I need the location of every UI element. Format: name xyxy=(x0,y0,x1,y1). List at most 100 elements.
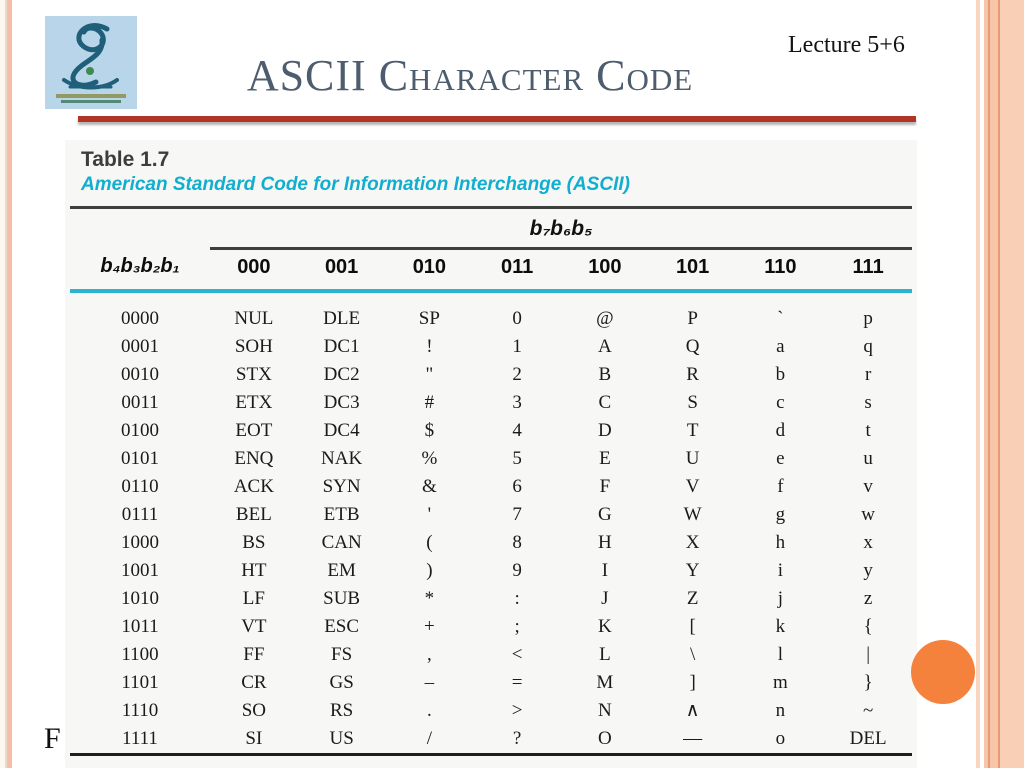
ascii-cell: DEL xyxy=(849,728,887,749)
row-bits: 1110 xyxy=(121,700,159,721)
ascii-cell: ESC xyxy=(324,616,360,637)
ascii-cell: I xyxy=(601,560,609,581)
ascii-cell: X xyxy=(685,532,700,553)
row-bits: 1100 xyxy=(121,644,159,665)
ascii-cell: k xyxy=(775,616,786,637)
row-bits: 1000 xyxy=(121,532,159,553)
figure-subtitle: American Standard Code for Information I… xyxy=(81,174,630,195)
ascii-cell: + xyxy=(424,616,435,637)
ascii-cell: M xyxy=(596,672,614,693)
ascii-cell: P xyxy=(687,308,698,329)
ascii-cell: Y xyxy=(685,560,700,581)
ascii-cell: VT xyxy=(241,616,267,637)
ascii-cell: * xyxy=(424,588,435,609)
ascii-cell: 6 xyxy=(512,476,522,497)
column-header: 101 xyxy=(648,248,737,293)
ascii-cell: < xyxy=(511,644,523,665)
ascii-cell: ETB xyxy=(323,504,360,525)
ascii-cell: 7 xyxy=(512,504,522,525)
ascii-cell: SO xyxy=(241,700,267,721)
ascii-cell: S xyxy=(687,392,698,413)
table-row: 0000 NUL DLE SP 0 @ P ` p xyxy=(70,291,912,333)
figure-caption: Table 1.7 xyxy=(81,148,170,171)
ascii-cell: 8 xyxy=(512,532,522,553)
table-row: 1111 SI US /? O — o DEL xyxy=(70,725,912,755)
ascii-cell: J xyxy=(601,588,609,609)
group-header-row: b₇b₆b₅ xyxy=(70,207,912,250)
ascii-cell: STX xyxy=(235,364,272,385)
ascii-cell: > xyxy=(511,700,523,721)
ascii-cell: ACK xyxy=(233,476,274,497)
ascii-cell: SP xyxy=(418,308,440,329)
ascii-cell: ? xyxy=(512,728,522,749)
row-bits: 0001 xyxy=(121,336,159,357)
ascii-cell: A xyxy=(598,336,612,357)
ascii-cell: HT xyxy=(241,560,267,581)
row-bits: 1001 xyxy=(121,560,159,581)
ascii-cell: | xyxy=(866,644,871,665)
left-edge-stripes xyxy=(0,0,15,768)
ascii-cell: US xyxy=(329,728,354,749)
table-row: 1110 SO RS. > N ∧ n ~ xyxy=(70,697,912,725)
title-divider-rule xyxy=(78,116,916,122)
orange-circle-decoration xyxy=(911,640,975,704)
ascii-cell: p xyxy=(863,308,873,329)
column-header: 111 xyxy=(824,248,912,293)
table-row: 1011 VT ESC +; K [k { xyxy=(70,613,912,641)
ascii-cell: ETX xyxy=(235,392,273,413)
ascii-cell: DC2 xyxy=(323,364,360,385)
ascii-cell: L xyxy=(599,644,611,665)
ascii-cell: m xyxy=(772,672,788,693)
ascii-cell: SYN xyxy=(322,476,361,497)
page-title: ASCII Character Code xyxy=(246,51,694,100)
right-edge-stripes xyxy=(974,0,1024,768)
row-header-label: b₄b₃b₂b₁ xyxy=(70,248,210,293)
ascii-cell: RS xyxy=(330,700,354,721)
ascii-cell: CAN xyxy=(321,532,362,553)
ascii-cell: 0 xyxy=(512,308,522,329)
row-bits: 0111 xyxy=(121,504,159,525)
ascii-cell: C xyxy=(598,392,612,413)
ascii-cell: DC3 xyxy=(323,392,360,413)
ascii-cell: x xyxy=(863,532,873,553)
ascii-cell: = xyxy=(511,672,523,693)
row-bits: 1010 xyxy=(121,588,159,609)
ascii-cell: g xyxy=(775,504,786,525)
ascii-cell: 1 xyxy=(512,336,522,357)
ascii-table-figure: Table 1.7 American Standard Code for Inf… xyxy=(65,140,917,768)
ascii-cell: 4 xyxy=(512,420,522,441)
university-logo xyxy=(45,16,137,109)
ascii-cell: y xyxy=(863,560,873,581)
ascii-cell: ! xyxy=(426,336,433,357)
ascii-cell: ; xyxy=(514,616,520,637)
ascii-cell: / xyxy=(426,728,433,749)
ascii-cell: ( xyxy=(426,532,433,553)
column-header: 110 xyxy=(736,248,825,293)
ascii-cell: D xyxy=(598,420,612,441)
ascii-cell: " xyxy=(425,364,434,385)
ascii-cell: : xyxy=(514,588,520,609)
ascii-cell: V xyxy=(685,476,700,497)
ascii-cell: ) xyxy=(426,560,433,581)
ascii-cell: } xyxy=(863,672,873,693)
university-logo-icon xyxy=(45,16,137,109)
ascii-cell: u xyxy=(863,448,873,469)
ascii-cell: r xyxy=(864,364,872,385)
ascii-cell: w xyxy=(861,504,875,525)
row-bits: 0011 xyxy=(121,392,159,413)
ascii-cell: j xyxy=(777,588,784,609)
row-bits: 0110 xyxy=(121,476,159,497)
ascii-cell: d xyxy=(775,420,786,441)
ascii-cell: $ xyxy=(424,420,435,441)
ascii-cell: G xyxy=(598,504,612,525)
ascii-cell: { xyxy=(863,616,873,637)
ascii-cell: c xyxy=(776,392,785,413)
ascii-cell: NAK xyxy=(321,448,363,469)
